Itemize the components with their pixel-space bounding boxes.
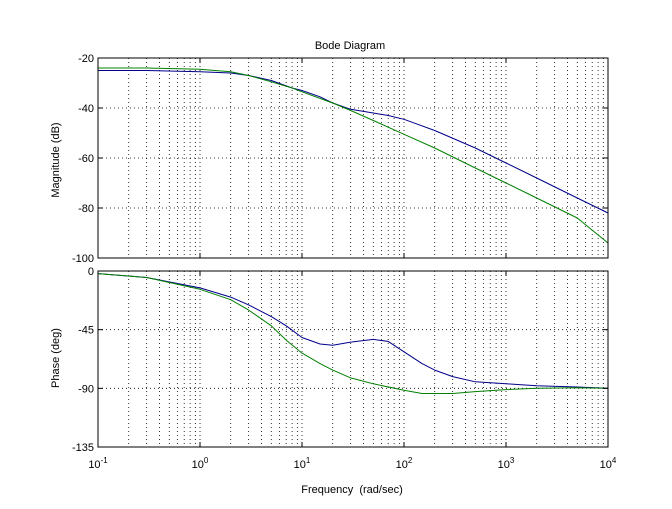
phase-axes-frame — [97, 270, 609, 448]
phase-ytick-label: -135 — [72, 442, 94, 454]
chart-title: Bode Diagram — [315, 40, 385, 52]
magnitude-ytick-label: -40 — [78, 103, 94, 115]
xtick-label: 102 — [396, 456, 413, 471]
xtick-label: 104 — [600, 456, 617, 471]
phase-series-line-2 — [97, 273, 609, 394]
phase-ytick-label: -45 — [78, 325, 94, 337]
phase-ytick-label: -90 — [78, 383, 94, 395]
magnitude-series-line-1 — [98, 70, 609, 214]
magnitude-ytick-label: -80 — [78, 203, 94, 215]
frequency-xticks: 10-1 100 101 102 103 104 — [88, 456, 617, 471]
magnitude-ytick-label: -100 — [72, 253, 94, 265]
magnitude-ylabel: Magnitude (dB) — [50, 122, 62, 197]
phase-ylabel: Phase (deg) — [50, 328, 62, 388]
xtick-label: 100 — [192, 456, 209, 471]
phase-series-group — [97, 273, 609, 394]
phase-grid — [98, 271, 608, 447]
phase-series-line-1 — [97, 273, 609, 389]
magnitude-ytick-label: -60 — [78, 153, 94, 165]
xtick-label: 10-1 — [88, 456, 108, 471]
magnitude-series-line-2 — [98, 67, 609, 244]
frequency-xlabel: Frequency (rad/sec) — [301, 484, 402, 496]
magnitude-ytick-label: -20 — [78, 53, 94, 65]
phase-yticks: 0 -45 -90 -135 — [72, 266, 609, 454]
phase-ytick-label: 0 — [88, 266, 94, 278]
xtick-label: 101 — [294, 456, 311, 471]
xtick-label: 103 — [498, 456, 515, 471]
magnitude-series-group — [98, 67, 609, 244]
magnitude-axes-frame — [97, 57, 609, 259]
